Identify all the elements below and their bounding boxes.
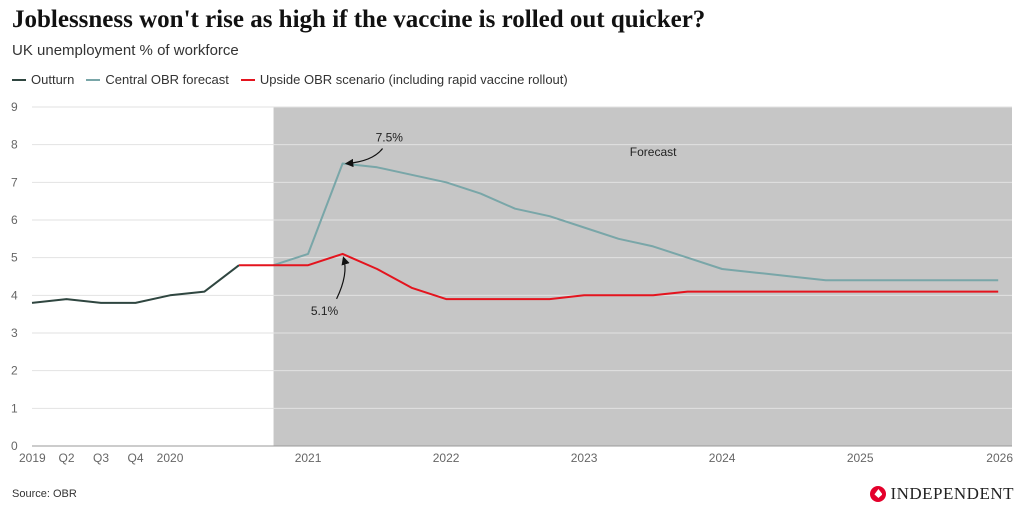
x-tick-label-q4: Q4 bbox=[128, 451, 144, 465]
chart-subtitle: UK unemployment % of workforce bbox=[12, 42, 239, 59]
forecast-label: Forecast bbox=[630, 145, 677, 159]
legend-item-central: Central OBR forecast bbox=[86, 72, 229, 87]
brand-name: INDEPENDENT bbox=[890, 484, 1014, 503]
brand-logo: INDEPENDENT bbox=[870, 484, 1014, 504]
y-tick-label-6: 6 bbox=[11, 213, 18, 227]
y-tick-label-1: 1 bbox=[11, 401, 18, 415]
y-tick-label-9: 9 bbox=[11, 100, 18, 114]
x-tick-label-2021: 2021 bbox=[295, 451, 322, 465]
y-tick-label-3: 3 bbox=[11, 326, 18, 340]
x-tick-label-2026: 2026 bbox=[986, 451, 1013, 465]
x-tick-label-2024: 2024 bbox=[709, 451, 736, 465]
legend-swatch-central bbox=[86, 78, 101, 81]
x-tick-label-2020: 2020 bbox=[157, 451, 184, 465]
outturn-line bbox=[31, 264, 240, 304]
chart-title: Joblessness won't rise as high if the va… bbox=[12, 6, 706, 33]
x-tick-label-q3: Q3 bbox=[93, 451, 109, 465]
annotation-peak-upside: 5.1% bbox=[311, 304, 339, 318]
annotation-arrow-central bbox=[344, 148, 384, 168]
legend-item-upside: Upside OBR scenario (including rapid vac… bbox=[240, 72, 568, 87]
y-tick-label-7: 7 bbox=[11, 175, 18, 189]
legend-swatch-outturn bbox=[12, 78, 26, 81]
y-tick-label-2: 2 bbox=[11, 364, 18, 378]
legend-label-central: Central OBR forecast bbox=[105, 72, 229, 87]
y-tick-label-0: 0 bbox=[11, 439, 18, 453]
x-tick-label-q2: Q2 bbox=[58, 451, 74, 465]
source-note: Source: OBR bbox=[12, 488, 77, 500]
y-tick-label-4: 4 bbox=[11, 288, 18, 302]
central-forecast-line bbox=[273, 162, 999, 282]
legend-item-outturn: Outturn bbox=[12, 72, 74, 87]
upside-scenario-line bbox=[239, 252, 999, 301]
x-tick-label-2025: 2025 bbox=[847, 451, 874, 465]
forecast-region bbox=[273, 107, 1012, 446]
x-tick-label-2023: 2023 bbox=[571, 451, 598, 465]
annotation-arrow-upside bbox=[336, 256, 350, 300]
legend: Outturn Central OBR forecast Upside OBR … bbox=[12, 72, 580, 87]
y-tick-label-5: 5 bbox=[11, 251, 18, 265]
legend-swatch-upside bbox=[240, 78, 255, 81]
x-tick-label-2022: 2022 bbox=[433, 451, 460, 465]
legend-label-upside: Upside OBR scenario (including rapid vac… bbox=[259, 72, 568, 87]
y-tick-label-8: 8 bbox=[11, 138, 18, 152]
legend-label-outturn: Outturn bbox=[31, 72, 75, 87]
eagle-icon bbox=[870, 486, 887, 502]
annotation-peak-central: 7.5% bbox=[376, 131, 404, 145]
x-tick-label-2019: 2019 bbox=[19, 451, 46, 465]
